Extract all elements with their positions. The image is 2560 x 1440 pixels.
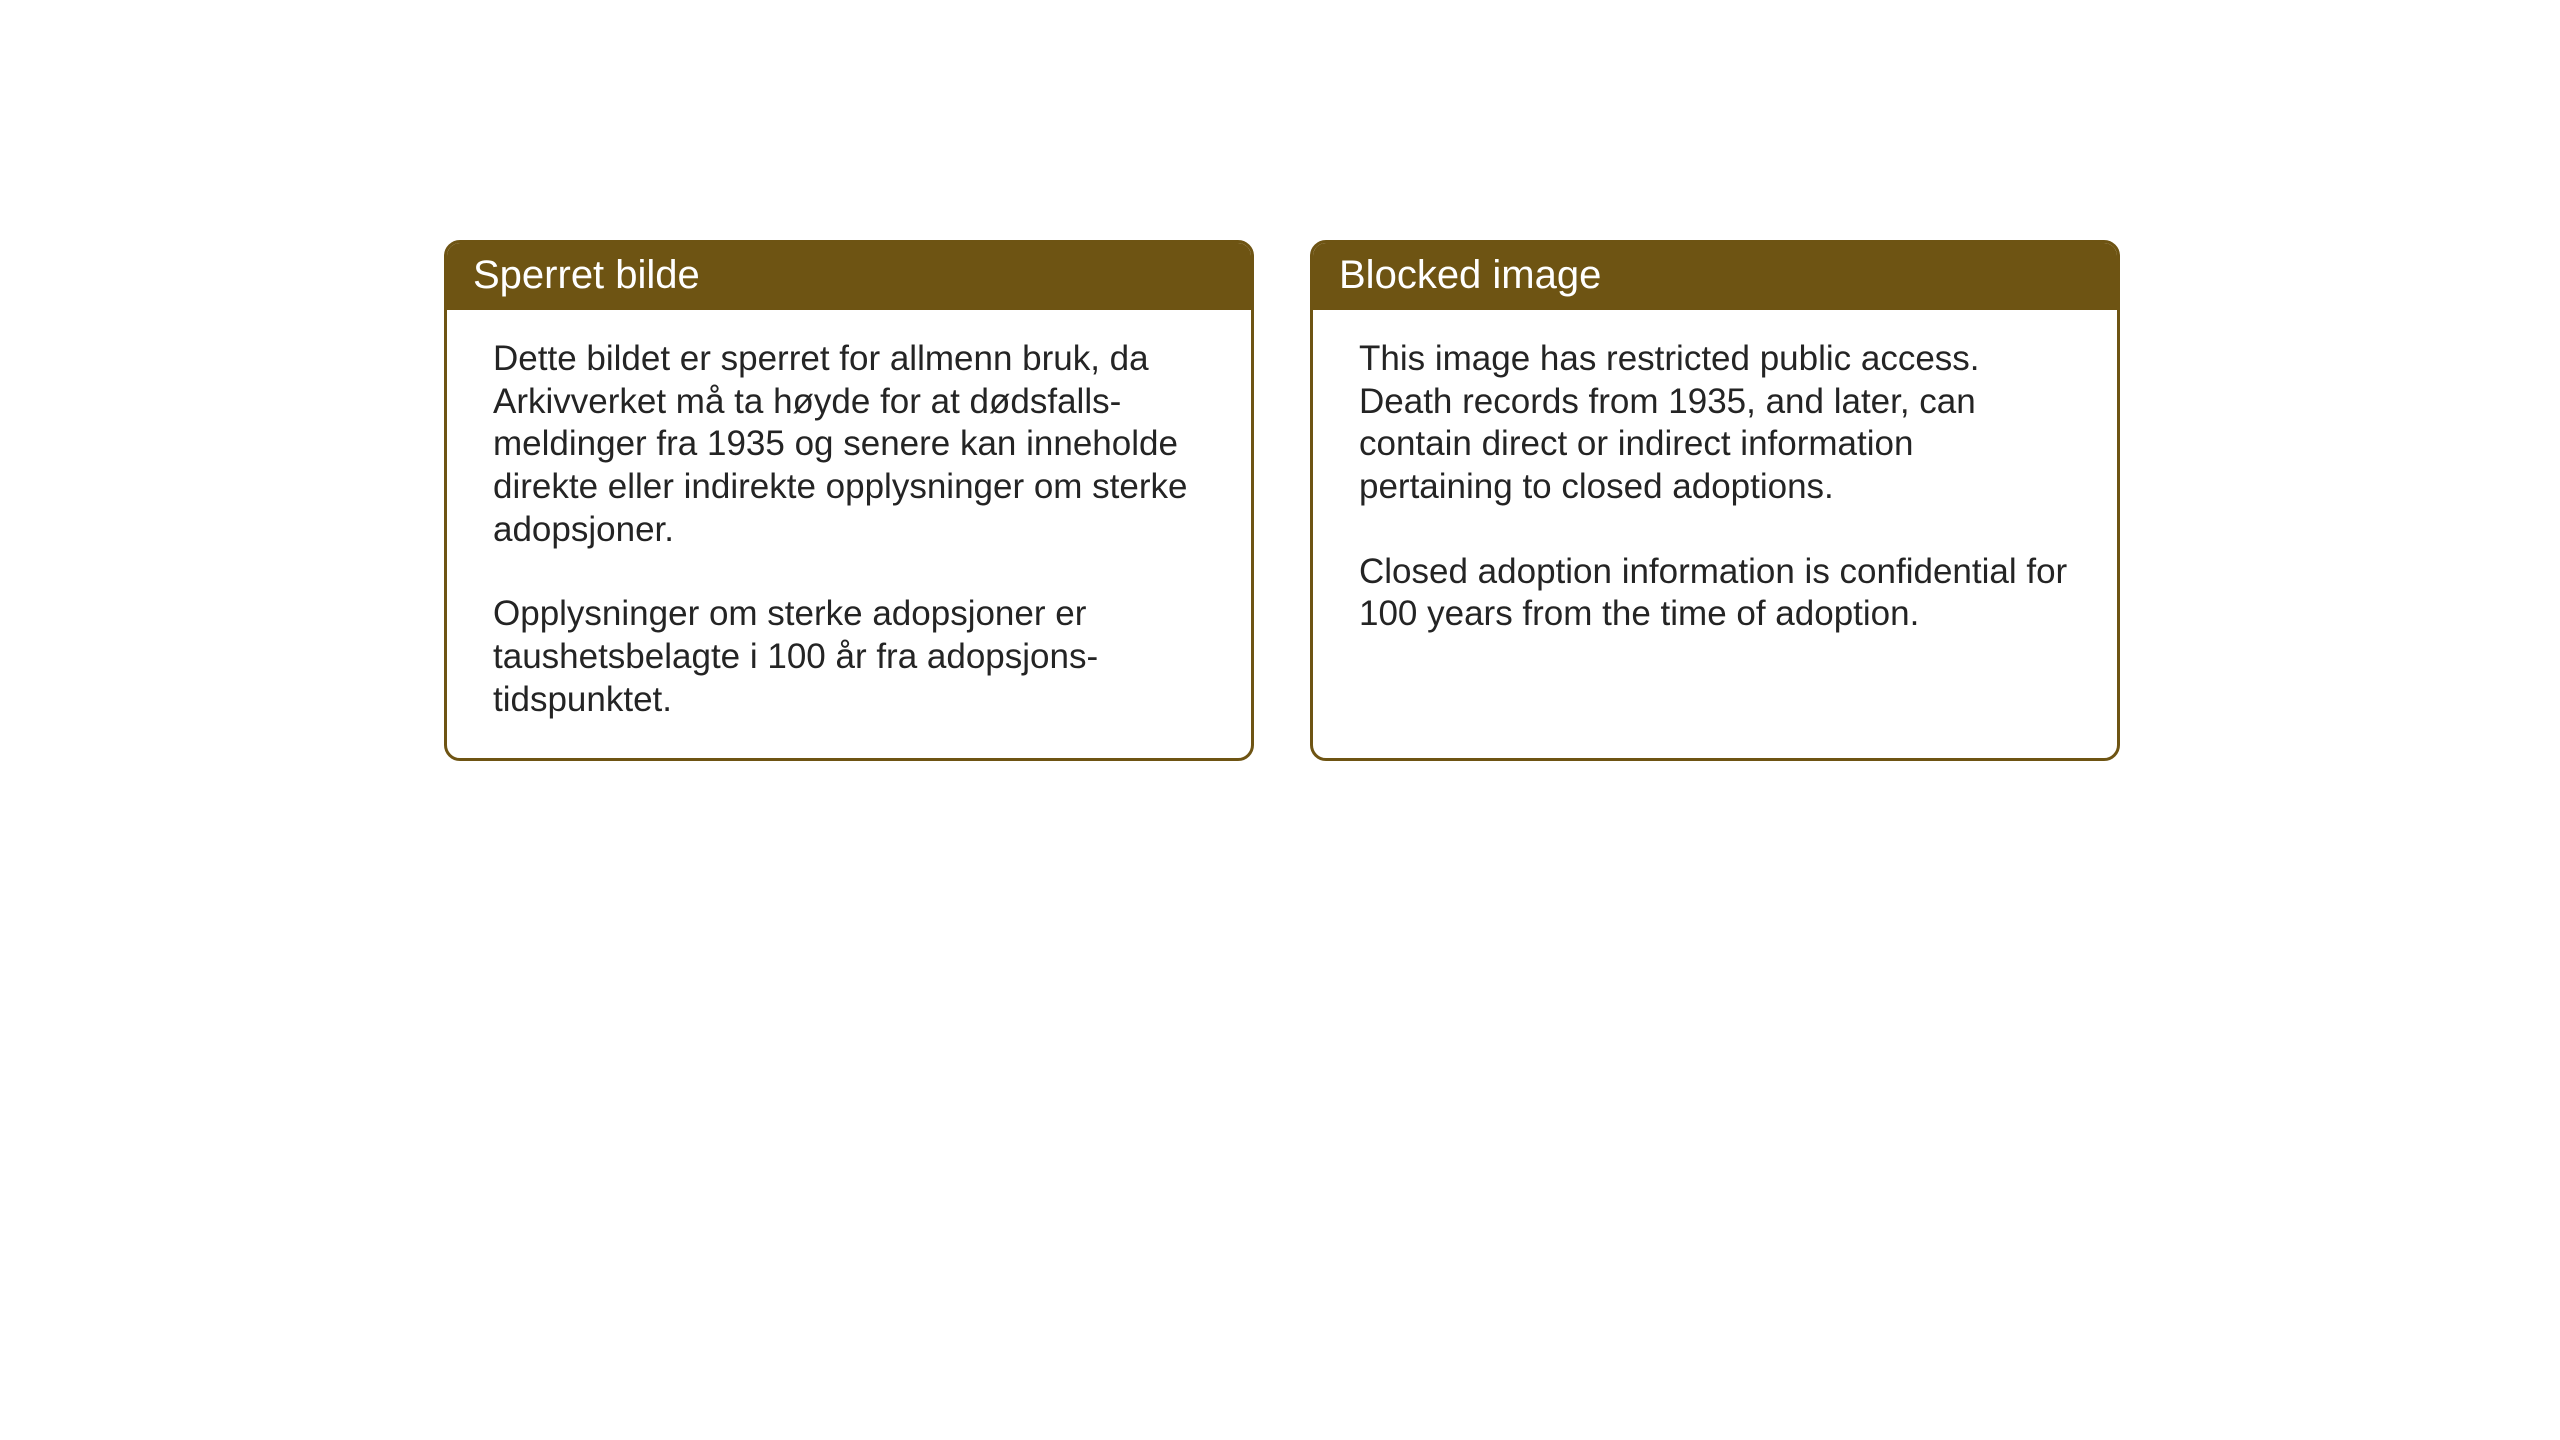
info-paragraph-1-norwegian: Dette bildet er sperret for allmenn bruk… bbox=[493, 338, 1205, 551]
info-paragraph-2-english: Closed adoption information is confident… bbox=[1359, 551, 2071, 636]
info-box-body-english: This image has restricted public access.… bbox=[1313, 310, 2117, 758]
info-box-header-english: Blocked image bbox=[1313, 243, 2117, 310]
info-box-container: Sperret bilde Dette bildet er sperret fo… bbox=[444, 240, 2120, 761]
info-box-english: Blocked image This image has restricted … bbox=[1310, 240, 2120, 761]
info-box-norwegian: Sperret bilde Dette bildet er sperret fo… bbox=[444, 240, 1254, 761]
info-paragraph-2-norwegian: Opplysninger om sterke adopsjoner er tau… bbox=[493, 593, 1205, 721]
info-box-body-norwegian: Dette bildet er sperret for allmenn bruk… bbox=[447, 310, 1251, 758]
info-paragraph-1-english: This image has restricted public access.… bbox=[1359, 338, 2071, 509]
info-box-header-norwegian: Sperret bilde bbox=[447, 243, 1251, 310]
